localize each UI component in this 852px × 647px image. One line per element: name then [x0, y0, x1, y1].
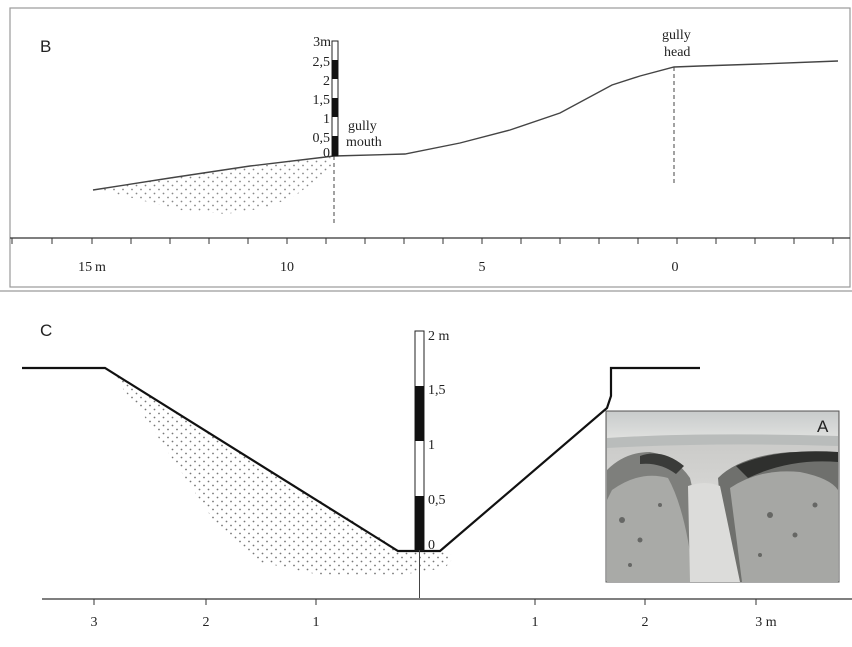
- rod-b-label: 3m: [313, 35, 331, 50]
- axis-c-tick-label: 2: [642, 615, 649, 630]
- measuring-rod-b: [331, 40, 339, 157]
- axis-b-tick-label: 10: [280, 260, 294, 275]
- gully-mouth-label-line1: gully: [348, 119, 377, 134]
- measuring-rod-c: [414, 330, 425, 598]
- gully-head-label-line2: head: [664, 45, 690, 60]
- gully-mouth-label-line2: mouth: [346, 135, 382, 150]
- rod-b-label: 1: [323, 112, 330, 127]
- panel-c-letter: C: [40, 321, 52, 340]
- axis-c-tick-label: 2: [203, 615, 210, 630]
- rod-b-label: 0: [323, 146, 330, 161]
- axis-b-ticks: [11, 238, 834, 244]
- cross-section-profile: [22, 366, 700, 553]
- axis-b-tick-label: 15 m: [78, 260, 106, 275]
- deposit-wedge-c: [108, 370, 455, 575]
- panel-b: B 3m 2,5 2 1,5 1 0,5 0 gully mouth gully…: [10, 28, 850, 275]
- deposit-fan-b: [98, 157, 334, 214]
- ground-profile-b: [92, 60, 839, 191]
- rod-c-label: 0,5: [428, 493, 446, 508]
- axis-c-labels: 3 2 1 1 2 3 m: [91, 615, 777, 630]
- panel-b-frame: [9, 7, 851, 288]
- axis-c-tick-label: 1: [532, 615, 539, 630]
- rod-c-label: 1,5: [428, 383, 446, 398]
- axis-c-tick-label: 1: [313, 615, 320, 630]
- rod-b-label: 0,5: [313, 131, 331, 146]
- axis-b-labels: 15 m 10 5 0: [78, 260, 678, 275]
- rod-b-label: 2,5: [313, 55, 331, 70]
- panel-c: C 2 m 1,5 1 0,5 0 3: [22, 321, 852, 630]
- rod-b-label: 2: [323, 74, 330, 89]
- axis-b-tick-label: 5: [479, 260, 486, 275]
- gully-head-label-line1: gully: [662, 28, 691, 43]
- rod-c-label: 0: [428, 538, 435, 553]
- rod-c-label: 1: [428, 438, 435, 453]
- inset-a-letter: A: [817, 417, 829, 436]
- rod-c-label: 2 m: [428, 329, 450, 344]
- inset-photo-a: A: [605, 410, 840, 583]
- rod-b-label: 1,5: [313, 93, 331, 108]
- axis-c-tick-label: 3 m: [755, 615, 777, 630]
- rod-b-labels: 3m 2,5 2 1,5 1 0,5 0: [313, 35, 332, 161]
- axis-c-tick-label: 3: [91, 615, 98, 630]
- axis-b-tick-label: 0: [672, 260, 679, 275]
- rod-c-labels: 2 m 1,5 1 0,5 0: [428, 329, 450, 553]
- axis-c-ticks: [93, 599, 757, 605]
- panel-b-letter: B: [40, 37, 51, 56]
